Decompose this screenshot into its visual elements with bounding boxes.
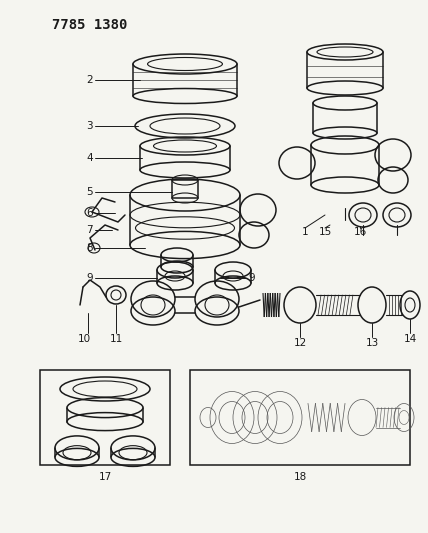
Bar — [40, 370, 170, 465]
Text: 6: 6 — [86, 208, 93, 218]
Text: 9: 9 — [248, 273, 255, 283]
Text: 11: 11 — [110, 334, 123, 344]
Bar — [172, 180, 198, 198]
Bar — [190, 370, 410, 465]
Text: 7: 7 — [86, 225, 93, 235]
Text: 12: 12 — [293, 338, 306, 348]
Text: 13: 13 — [366, 338, 379, 348]
Text: 14: 14 — [403, 334, 416, 344]
Text: 10: 10 — [77, 334, 91, 344]
Text: 8: 8 — [86, 243, 93, 253]
Text: 4: 4 — [86, 153, 93, 163]
Text: 17: 17 — [98, 472, 112, 482]
Text: 5: 5 — [86, 187, 93, 197]
Text: 18: 18 — [293, 472, 306, 482]
Text: 2: 2 — [86, 75, 93, 85]
Text: 3: 3 — [86, 121, 93, 131]
Text: 9: 9 — [86, 273, 93, 283]
Text: 16: 16 — [354, 227, 367, 237]
Text: 1: 1 — [302, 227, 308, 237]
Text: 15: 15 — [318, 227, 332, 237]
Text: 7785 1380: 7785 1380 — [52, 18, 128, 32]
